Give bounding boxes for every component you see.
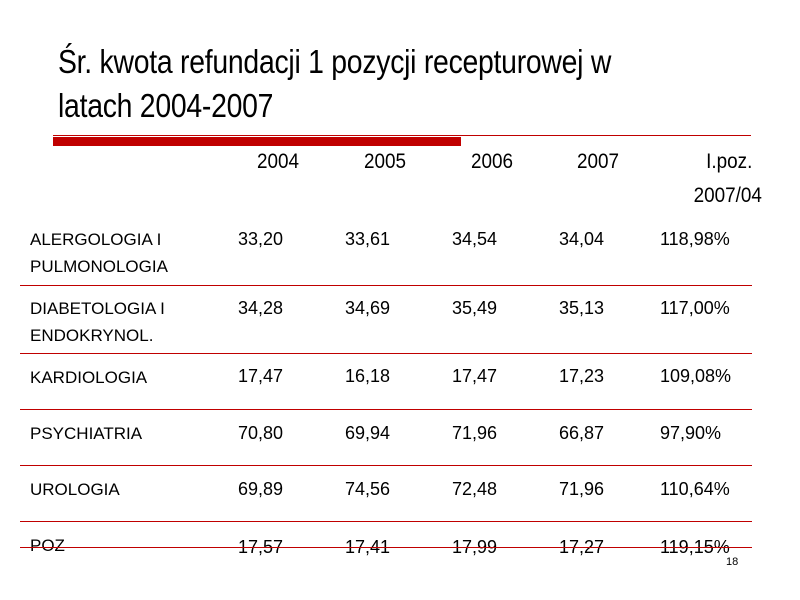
value-cell: 34,69 — [345, 298, 391, 318]
index-cell: 109,08% — [660, 366, 732, 386]
value-cell: 35,49 — [452, 298, 498, 318]
value-cell: 17,47 — [238, 366, 284, 386]
row-divider — [20, 353, 752, 354]
row-label: PSYCHIATRIA — [30, 420, 142, 447]
index-cell: 118,98% — [660, 229, 730, 249]
value-cell: 69,94 — [345, 423, 391, 443]
value-cell: 69,89 — [238, 479, 284, 499]
row-label-line: ENDOKRYNOL. — [30, 326, 154, 345]
row-label: POZ — [30, 532, 65, 559]
value-cell: 33,61 — [345, 229, 391, 249]
value-cell: 34,28 — [238, 298, 284, 318]
row-label: UROLOGIA — [30, 476, 120, 503]
value-cell: 35,13 — [559, 298, 605, 318]
title-underline-thin — [53, 135, 751, 136]
row-divider — [20, 521, 752, 522]
value-cell: 17,47 — [452, 366, 498, 386]
value-cell: 34,04 — [559, 229, 605, 249]
index-cell: 110,64% — [660, 479, 730, 499]
value-cell: 33,20 — [238, 229, 284, 249]
row-label: KARDIOLOGIA — [30, 364, 147, 391]
value-cell: 74,56 — [345, 479, 391, 499]
row-label: DIABETOLOGIA I ENDOKRYNOL. — [30, 295, 165, 349]
row-label-line: ALERGOLOGIA I — [30, 230, 162, 249]
column-header-index-line1: I.poz. — [705, 150, 752, 173]
row-divider — [20, 547, 752, 548]
row-divider — [20, 465, 752, 466]
index-cell: 117,00% — [660, 298, 730, 318]
value-cell: 70,80 — [238, 423, 284, 443]
row-label-line: PULMONOLOGIA — [30, 257, 168, 276]
row-label-line: KARDIOLOGIA — [30, 368, 148, 387]
row-label-line: DIABETOLOGIA I — [30, 299, 165, 318]
index-cell: 97,90% — [660, 423, 722, 443]
slide-number: 18 — [726, 556, 739, 568]
value-cell: 66,87 — [559, 423, 605, 443]
column-header-2004: 2004 — [257, 150, 300, 173]
row-divider — [20, 409, 752, 410]
title-underline-accent — [53, 137, 461, 146]
row-label-line: PSYCHIATRIA — [30, 424, 143, 443]
row-label: ALERGOLOGIA I PULMONOLOGIA — [30, 226, 168, 280]
value-cell: 71,96 — [559, 479, 605, 499]
row-label-line: POZ — [30, 536, 65, 555]
value-cell: 17,23 — [559, 366, 605, 386]
value-cell: 72,48 — [452, 479, 498, 499]
row-label-line: UROLOGIA — [30, 480, 120, 499]
row-divider — [20, 285, 752, 286]
value-cell: 16,18 — [345, 366, 391, 386]
column-header-2006: 2006 — [471, 150, 514, 173]
value-cell: 34,54 — [452, 229, 498, 249]
slide-title: Śr. kwota refundacji 1 pozycji recepturo… — [58, 43, 612, 124]
column-header-index-line2: 2007/04 — [693, 184, 762, 207]
column-header-2005: 2005 — [364, 150, 407, 173]
value-cell: 71,96 — [452, 423, 498, 443]
column-header-2007: 2007 — [577, 150, 620, 173]
